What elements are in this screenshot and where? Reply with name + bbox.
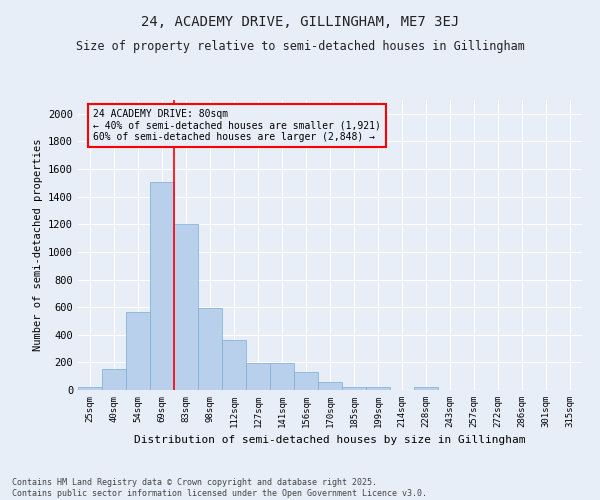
Bar bbox=[342, 386, 366, 390]
Bar bbox=[270, 363, 294, 390]
Y-axis label: Number of semi-detached properties: Number of semi-detached properties bbox=[32, 138, 43, 352]
Bar bbox=[414, 387, 438, 390]
Text: Contains HM Land Registry data © Crown copyright and database right 2025.
Contai: Contains HM Land Registry data © Crown c… bbox=[12, 478, 427, 498]
Bar bbox=[150, 182, 174, 390]
Text: 24, ACADEMY DRIVE, GILLINGHAM, ME7 3EJ: 24, ACADEMY DRIVE, GILLINGHAM, ME7 3EJ bbox=[141, 15, 459, 29]
Text: 24 ACADEMY DRIVE: 80sqm
← 40% of semi-detached houses are smaller (1,921)
60% of: 24 ACADEMY DRIVE: 80sqm ← 40% of semi-de… bbox=[93, 108, 381, 142]
Bar bbox=[174, 224, 198, 390]
Bar bbox=[366, 386, 390, 390]
Bar bbox=[78, 387, 102, 390]
X-axis label: Distribution of semi-detached houses by size in Gillingham: Distribution of semi-detached houses by … bbox=[134, 436, 526, 446]
Bar bbox=[246, 363, 270, 390]
Bar bbox=[294, 372, 318, 390]
Bar bbox=[318, 382, 342, 390]
Bar bbox=[198, 308, 222, 390]
Text: Size of property relative to semi-detached houses in Gillingham: Size of property relative to semi-detach… bbox=[76, 40, 524, 53]
Bar bbox=[222, 340, 246, 390]
Bar bbox=[126, 312, 150, 390]
Bar bbox=[102, 368, 126, 390]
